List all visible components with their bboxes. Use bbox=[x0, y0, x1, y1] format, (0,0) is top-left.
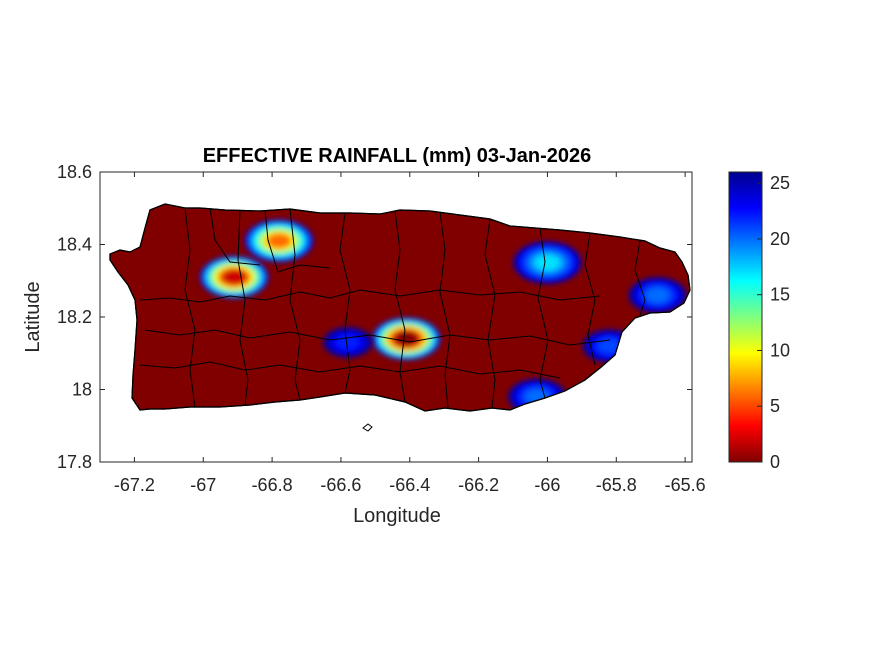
x-tick-label: -67.2 bbox=[114, 475, 155, 495]
municipality-border bbox=[264, 209, 331, 273]
x-tick-label: -66.2 bbox=[458, 475, 499, 495]
colorbar-tick-label: 25 bbox=[770, 173, 790, 193]
y-tick-label: 18 bbox=[72, 380, 92, 400]
municipality-border bbox=[209, 207, 261, 266]
x-tick-label: -65.8 bbox=[596, 475, 637, 495]
x-tick-label: -66.8 bbox=[252, 475, 293, 495]
municipality-border bbox=[139, 289, 601, 303]
y-tick-label: 17.8 bbox=[57, 452, 92, 472]
colorbar: 0 5 10 15 20 25 bbox=[728, 171, 790, 472]
colorbar-tick-label: 20 bbox=[770, 229, 790, 249]
y-tick-label: 18.4 bbox=[57, 235, 92, 255]
y-tick-label: 18.2 bbox=[57, 307, 92, 327]
colorbar-tick-label: 15 bbox=[770, 285, 790, 305]
rain-contour bbox=[598, 339, 621, 353]
rain-contour bbox=[337, 335, 359, 350]
x-tick-label: -66.4 bbox=[389, 475, 430, 495]
island-outline bbox=[109, 203, 691, 412]
y-axis-label: Latitude bbox=[22, 281, 44, 352]
rain-contour bbox=[535, 254, 560, 271]
municipality-border bbox=[289, 208, 301, 401]
rain-contour bbox=[221, 269, 247, 285]
municipality-border bbox=[139, 361, 561, 379]
x-tick-label: -67 bbox=[190, 475, 216, 495]
x-tick-label: -66.6 bbox=[320, 475, 361, 495]
colorbar-tick-label: 10 bbox=[770, 340, 790, 360]
municipality-border bbox=[537, 227, 549, 399]
municipality-border bbox=[394, 210, 406, 403]
rain-contour bbox=[266, 233, 292, 249]
rain-contour bbox=[393, 331, 419, 347]
colorbar-tick-label: 5 bbox=[770, 396, 780, 416]
municipality-boundaries bbox=[139, 207, 646, 409]
municipality-border bbox=[484, 218, 496, 409]
island-map bbox=[109, 203, 691, 432]
chart-title: EFFECTIVE RAINFALL (mm) 03-Jan-2026 bbox=[203, 145, 592, 167]
municipality-border bbox=[237, 209, 249, 406]
colorbar-tick-label: 0 bbox=[770, 452, 780, 472]
rain-cell bbox=[372, 317, 441, 360]
municipality-border bbox=[144, 329, 611, 346]
x-axis-label: Longitude bbox=[353, 505, 441, 527]
rain-contour bbox=[646, 288, 670, 303]
municipality-border bbox=[339, 212, 351, 394]
colorbar-gradient bbox=[728, 171, 763, 463]
rain-cell bbox=[244, 219, 313, 262]
municipality-border bbox=[439, 211, 451, 409]
municipality-border bbox=[184, 207, 196, 408]
y-axis: 17.8 18 18.2 18.4 18.6 bbox=[57, 162, 692, 472]
y-tick-label: 18.6 bbox=[57, 162, 92, 182]
x-axis: -67.2 -67 -66.8 -66.6 -66.4 -66.2 -66 -65.8 -65.… bbox=[114, 172, 706, 495]
municipality-border bbox=[634, 240, 646, 316]
rain-cell bbox=[200, 256, 269, 299]
municipality-border bbox=[584, 232, 596, 366]
x-tick-label: -65.6 bbox=[665, 475, 706, 495]
x-tick-label: -66 bbox=[534, 475, 560, 495]
rain-cell bbox=[513, 241, 582, 284]
caja-de-muertos-island bbox=[362, 423, 373, 432]
colorbar-ticks: 0 5 10 15 20 25 bbox=[757, 173, 790, 472]
